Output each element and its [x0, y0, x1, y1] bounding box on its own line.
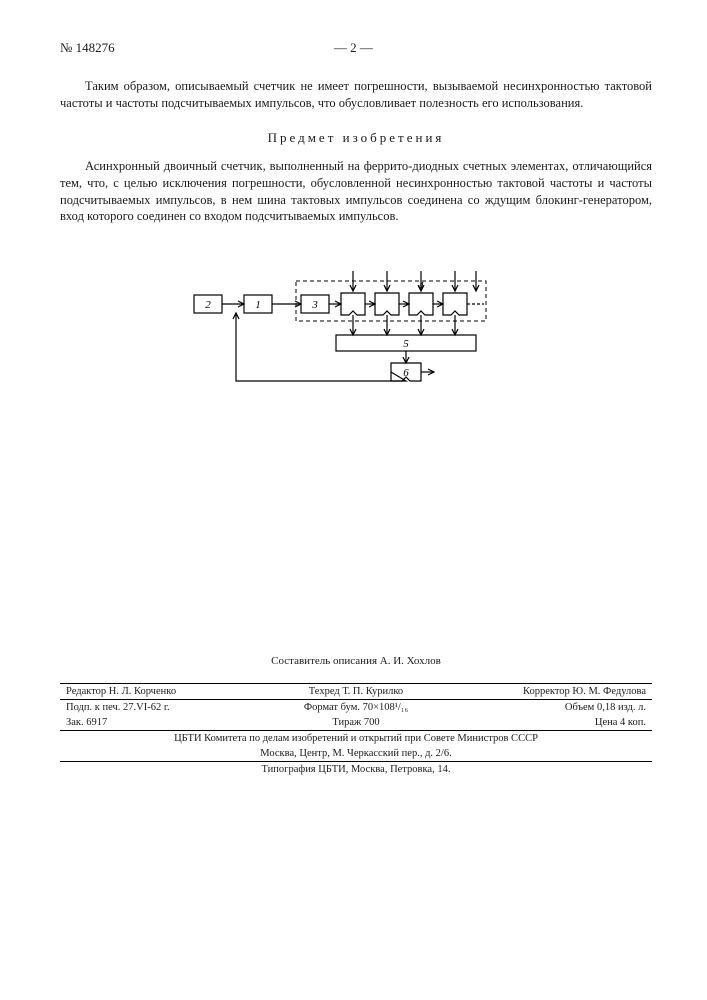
compiler-line: Составитель описания А. И. Хохлов [60, 655, 652, 667]
editor: Редактор Н. Л. Корченко [60, 686, 262, 697]
techred: Техред Т. П. Курилко [262, 686, 450, 697]
volume: Объем 0,18 изд. л. [450, 702, 652, 713]
tirazh: Тираж 700 [262, 717, 450, 728]
section-title: Предмет изобретения [60, 130, 652, 146]
printer: Типография ЦБТИ, Москва, Петровка, 14. [60, 762, 652, 777]
svg-text:5: 5 [403, 338, 409, 350]
imprint-block: Редактор Н. Л. Корченко Техред Т. П. Кур… [60, 683, 652, 777]
corrector: Корректор Ю. М. Федулова [450, 686, 652, 697]
page-number: — 2 — [115, 40, 592, 56]
svg-text:1: 1 [255, 299, 261, 311]
org: ЦБТИ Комитета по делам изобретений и отк… [60, 731, 652, 746]
block-diagram: 213456 [60, 265, 652, 395]
signed: Подп. к печ. 27.VI-62 г. [60, 702, 262, 713]
claim-text: Асинхронный двоичный счетчик, выполненны… [60, 158, 652, 226]
order: Зак. 6917 [60, 717, 262, 728]
addr: Москва, Центр, М. Черкасский пер., д. 2/… [60, 746, 652, 762]
svg-text:2: 2 [205, 299, 211, 311]
page-header: № 148276 — 2 — [60, 40, 652, 56]
price: Цена 4 коп. [450, 717, 652, 728]
doc-number: № 148276 [60, 40, 115, 56]
svg-text:6: 6 [403, 367, 409, 379]
svg-text:3: 3 [311, 299, 318, 311]
format: Формат бум. 70×108¹/₁₆ [262, 702, 450, 713]
paragraph-1: Таким образом, описываемый счетчик не им… [60, 78, 652, 112]
